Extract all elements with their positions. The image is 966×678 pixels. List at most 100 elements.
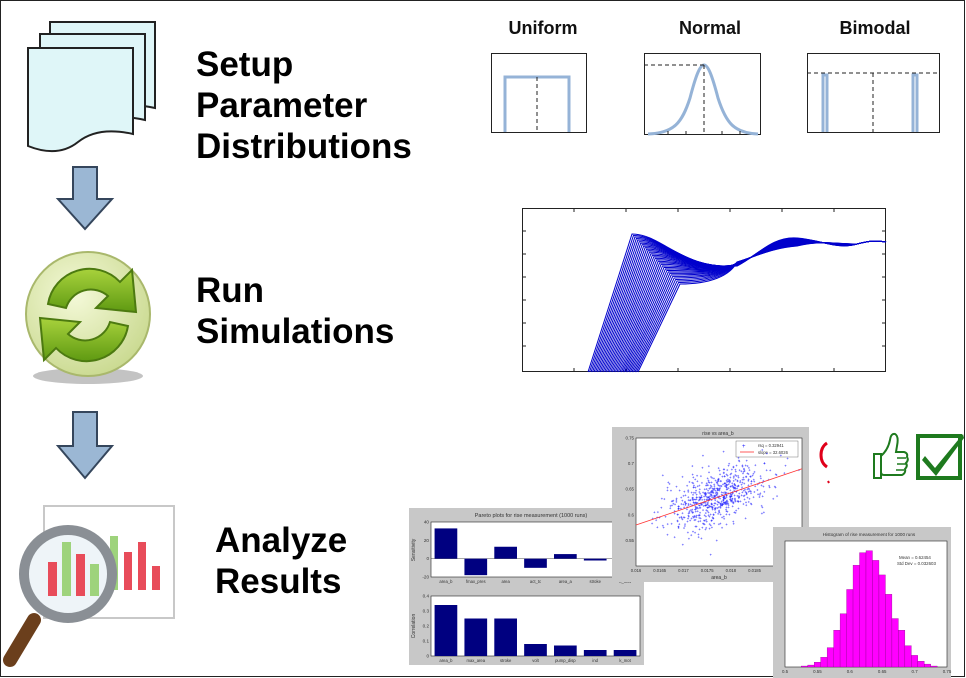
scatter-point <box>692 486 695 489</box>
scatter-point <box>719 502 722 505</box>
scatter-point <box>744 490 747 493</box>
scatter-point <box>691 473 694 476</box>
scatter-point <box>681 512 684 515</box>
scatter-point <box>669 504 672 507</box>
scatter-point <box>717 480 720 483</box>
pareto-plot: Pareto plots for rise measurement (1000 … <box>411 513 641 663</box>
scatter-point <box>752 496 755 499</box>
scatter-point <box>750 480 753 483</box>
scatter-point <box>772 497 775 500</box>
scatter-point <box>714 511 717 514</box>
scatter-point <box>731 505 734 508</box>
scatter-point <box>696 506 699 509</box>
setup-line-3: Distributions <box>196 127 412 166</box>
scatter-ytick-label: 0.75 <box>625 436 634 441</box>
scatter-point <box>712 517 715 520</box>
scatter-point <box>669 489 672 492</box>
scatter-point <box>749 475 752 478</box>
scatter-point <box>721 526 724 529</box>
scatter-point <box>725 479 728 482</box>
scatter-point <box>734 474 737 477</box>
scatter-point <box>701 466 704 469</box>
scatter-point <box>735 474 738 477</box>
scatter-point <box>759 475 762 478</box>
scatter-point <box>733 486 736 489</box>
scatter-point <box>746 465 749 468</box>
scatter-point <box>709 495 712 498</box>
scatter-point <box>710 505 713 508</box>
scatter-point <box>684 503 687 506</box>
scatter-point <box>680 496 683 499</box>
scatter-point <box>705 492 708 495</box>
scatter-point <box>712 477 715 480</box>
setup-step-label: Setup Parameter Distributions <box>196 44 412 167</box>
pareto-top-ylabel: Sensitivity <box>411 538 417 561</box>
scatter-point <box>765 452 768 455</box>
scatter-point <box>676 513 679 516</box>
pareto-tick-label: k_mot <box>619 658 631 663</box>
pareto-bar <box>524 558 547 568</box>
scatter-point <box>708 481 711 484</box>
scatter-point <box>763 490 766 493</box>
scatter-ytick-label: 0.65 <box>625 487 634 492</box>
scatter-point <box>692 511 695 514</box>
scatter-point <box>704 504 707 507</box>
scatter-point <box>726 510 729 513</box>
scatter-point <box>682 516 685 519</box>
scatter-point <box>684 494 687 497</box>
scatter-point <box>721 516 724 519</box>
scatter-point <box>719 522 722 525</box>
scatter-point <box>710 491 713 494</box>
scatter-point <box>774 486 777 489</box>
pareto-bar <box>524 644 547 656</box>
scatter-point <box>720 493 723 496</box>
scatter-point <box>705 484 708 487</box>
scatter-point <box>690 517 693 520</box>
scatter-point <box>734 486 737 489</box>
scatter-point <box>718 511 721 514</box>
scatter-point <box>690 510 693 513</box>
scatter-point <box>732 486 735 489</box>
scatter-point <box>726 488 729 491</box>
scatter-point <box>653 511 656 514</box>
scatter-point <box>694 510 697 513</box>
scatter-point <box>707 511 710 514</box>
scatter-point <box>714 494 717 497</box>
scatter-point <box>762 485 765 488</box>
scatter-point <box>736 479 739 482</box>
scatter-point <box>699 520 702 523</box>
scatter-point <box>677 507 680 510</box>
scatter-point <box>754 464 757 467</box>
scatter-point <box>722 468 725 471</box>
scatter-point <box>775 474 778 477</box>
scatter-point <box>705 488 708 491</box>
scatter-point <box>734 470 737 473</box>
scatter-point <box>694 531 697 534</box>
scatter-point <box>702 509 705 512</box>
scatter-point <box>673 536 676 539</box>
scatter-point <box>745 475 748 478</box>
scatter-point <box>726 469 729 472</box>
scatter-point <box>728 498 731 501</box>
scatter-point <box>722 472 725 475</box>
scatter-point <box>727 487 730 490</box>
scatter-point <box>732 520 735 523</box>
scatter-point <box>703 495 706 498</box>
scatter-point <box>741 464 744 467</box>
scatter-point <box>699 517 702 520</box>
normal-distribution-plot <box>644 53 761 136</box>
scatter-point <box>725 483 728 486</box>
scatter-point <box>717 512 720 515</box>
scatter-point <box>719 503 722 506</box>
scatter-point <box>746 488 749 491</box>
histogram-bar <box>911 655 918 668</box>
histogram-bar <box>898 630 906 668</box>
scatter-point <box>743 470 746 473</box>
uniform-distribution-plot <box>491 53 587 133</box>
scatter-point <box>725 523 728 526</box>
scatter-point <box>660 497 663 500</box>
scatter-point <box>784 464 787 467</box>
scatter-point <box>714 502 717 505</box>
scatter-point <box>717 489 720 492</box>
